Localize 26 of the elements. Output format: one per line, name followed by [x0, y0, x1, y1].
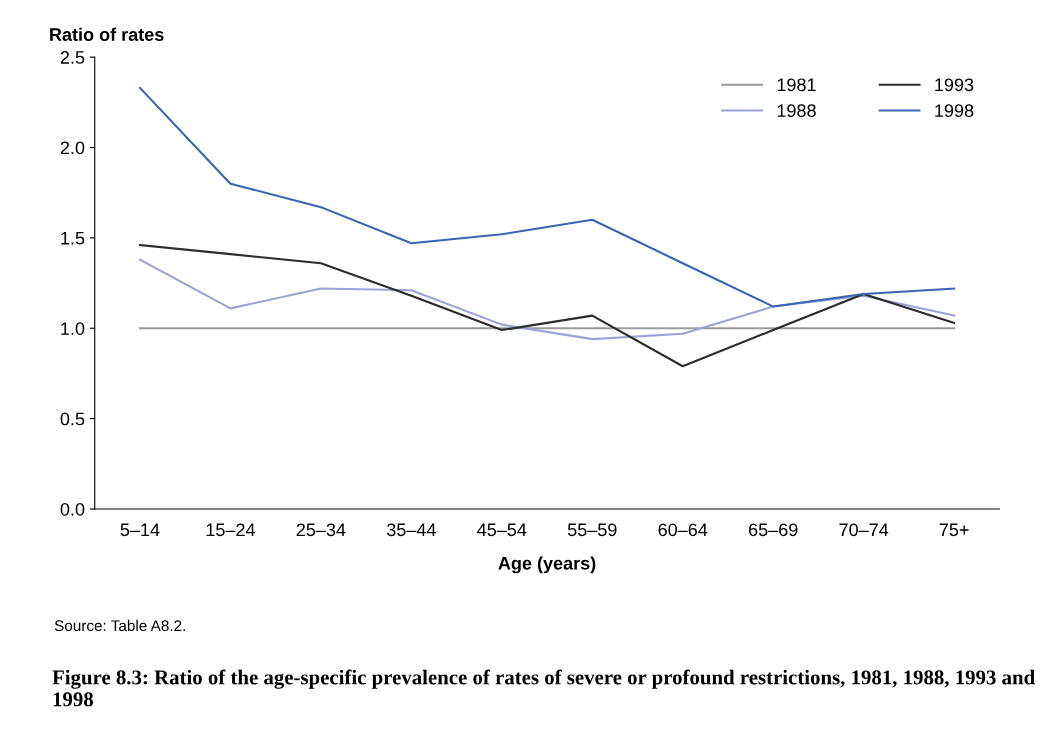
y-tick-label: 1.5	[61, 232, 85, 245]
y-axis-title: Ratio of rates	[50, 27, 164, 41]
x-tick-label: 60–64	[658, 523, 708, 537]
x-tick-label: 75+	[939, 523, 969, 537]
legend-label: 1988	[777, 104, 816, 118]
text: Figure 8.3: Ratio of the age-specific prevalence of rates of severe or profound restrictions, 1981, 1988, 1993 and 1998	[52, 669, 1035, 707]
y-tick-label: 2.0	[60, 141, 85, 155]
x-tick-label: 65–69	[749, 523, 798, 537]
x-tick-label: 70–74	[839, 523, 889, 537]
x-tick-label: 5–14	[120, 523, 160, 537]
x-tick-label: 55–59	[567, 523, 617, 537]
y-tick-label: 1.0	[61, 322, 85, 335]
y-tick-label: 0.0	[60, 502, 85, 516]
line-series	[138, 244, 956, 368]
x-tick-label: 45–54	[477, 523, 527, 537]
legend-label: 1998	[935, 104, 974, 118]
x-axis-title: Age (years)	[498, 556, 596, 574]
line-series	[138, 258, 956, 341]
y-tick-label: 2.5	[60, 51, 85, 64]
x-tick-label: 35–44	[386, 523, 436, 537]
y-tick-label: 0.5	[60, 412, 85, 426]
x-tick-label: 15–24	[206, 523, 255, 537]
x-tick-label: 25–34	[296, 523, 346, 537]
legend-label: 1981	[777, 78, 816, 92]
legend-label: 1993	[935, 78, 974, 92]
source-note: Source: Table A8.2.	[54, 619, 185, 632]
